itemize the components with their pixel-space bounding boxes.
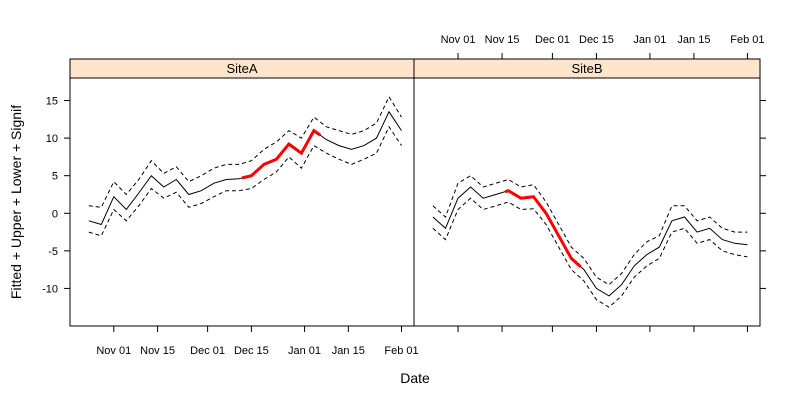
- x-tick-label: Dec 15: [234, 345, 269, 357]
- x-tick-label-top: Jan 01: [633, 34, 666, 46]
- y-tick-label: 0: [52, 208, 58, 220]
- x-tick-label: Feb 01: [384, 345, 418, 357]
- x-axis-title: Date: [400, 370, 430, 386]
- series-layer: [88, 95, 748, 308]
- x-tick-label: Nov 01: [96, 345, 131, 357]
- x-tick-label: Jan 15: [332, 345, 365, 357]
- lower-bound-line: [432, 197, 748, 308]
- axes: -10 -5 0 5 10 15 Nov 01 Nov 01 Nov 15 Nov 15 Dec 0…: [42, 34, 766, 357]
- upper-bound-line: [432, 175, 748, 286]
- y-tick-label: 10: [46, 133, 58, 145]
- y-tick-label: 5: [52, 171, 58, 183]
- y-tick-label: -10: [42, 283, 58, 295]
- x-tick-label: Nov 15: [140, 345, 175, 357]
- x-tick-label: Dec 01: [190, 345, 225, 357]
- strip-label-site-b: SiteB: [571, 61, 602, 76]
- significant-segment: [241, 128, 322, 180]
- x-tick-label: Jan 01: [288, 345, 321, 357]
- fitted-line: [88, 110, 402, 226]
- x-tick-label-top: Feb 01: [730, 34, 764, 46]
- x-tick-label-top: Dec 01: [535, 34, 570, 46]
- fitted-line: [432, 186, 748, 297]
- panel-frame: [413, 77, 761, 327]
- panel-site-a: SiteA: [69, 58, 415, 327]
- panel-frame: [69, 77, 415, 327]
- lower-bound-line: [88, 125, 402, 237]
- x-tick-label-top: Nov 01: [441, 34, 476, 46]
- y-tick-label: 15: [46, 96, 58, 108]
- significant-segment: [504, 189, 582, 268]
- x-tick-label-top: Nov 15: [485, 34, 520, 46]
- x-tick-label-top: Jan 15: [677, 34, 710, 46]
- x-tick-label-top: Dec 15: [579, 34, 614, 46]
- strip-label-site-a: SiteA: [226, 61, 257, 76]
- panel-site-b: SiteB: [413, 58, 761, 327]
- upper-bound-line: [88, 95, 402, 208]
- y-axis-title: Fitted + Upper + Lower + Signif: [8, 105, 24, 299]
- y-tick-label: -5: [48, 246, 58, 258]
